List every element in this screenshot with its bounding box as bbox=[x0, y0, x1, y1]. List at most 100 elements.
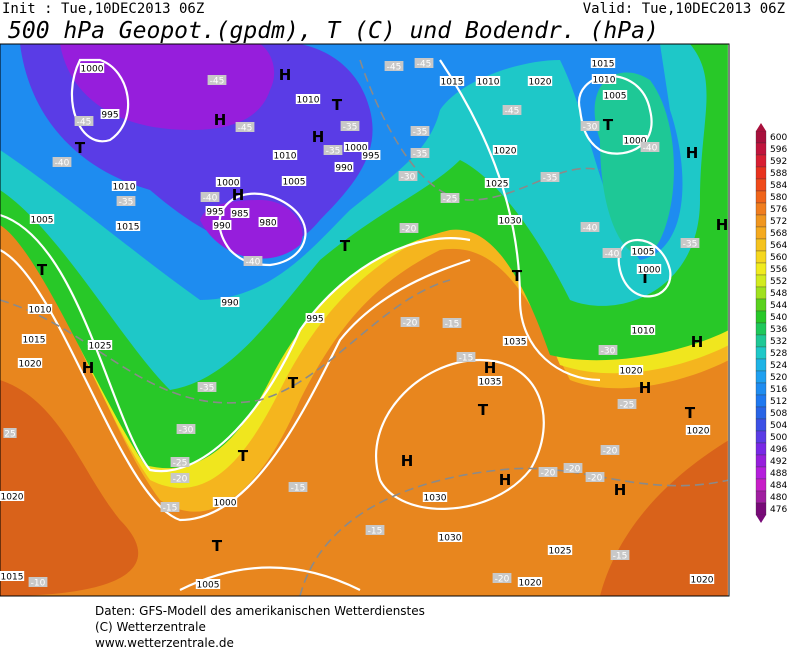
pressure-label-box bbox=[361, 150, 381, 160]
temperature-label-box bbox=[243, 256, 263, 266]
colorbar-label: 552 bbox=[770, 277, 787, 287]
pressure-label-box bbox=[630, 246, 656, 256]
temperature-label-box bbox=[400, 317, 420, 327]
low-marker: T bbox=[603, 116, 614, 134]
colorbar-label: 556 bbox=[770, 265, 787, 275]
temperature-label-box bbox=[602, 248, 622, 258]
colorbar-swatch bbox=[755, 202, 767, 216]
temperature-label-box bbox=[502, 105, 522, 115]
pressure-label-box bbox=[475, 76, 501, 86]
temperature-label: -45 bbox=[210, 77, 225, 87]
colorbar-swatch bbox=[755, 298, 767, 312]
temperature-label: -35 bbox=[413, 150, 428, 160]
init-time: Init : Tue,10DEC2013 06Z bbox=[2, 1, 204, 17]
colorbar-label: 596 bbox=[770, 145, 787, 155]
colorbar-swatch bbox=[755, 238, 767, 252]
pressure-label: 1010 bbox=[29, 306, 52, 316]
pressure-label-box bbox=[590, 58, 616, 68]
pressure-label: 1025 bbox=[549, 547, 572, 557]
temperature-label: -40 bbox=[643, 144, 658, 154]
colorbar-swatch bbox=[755, 310, 767, 324]
colorbar-swatch bbox=[755, 490, 767, 504]
pressure-label-box bbox=[622, 135, 648, 145]
temperature-label: -35 bbox=[543, 174, 558, 184]
colorbar-label: 584 bbox=[770, 181, 787, 191]
colorbar-label: 560 bbox=[770, 253, 787, 263]
footer-line: (C) Wetterzentrale bbox=[95, 620, 206, 634]
low-marker: T bbox=[288, 374, 299, 392]
temperature-label: -35 bbox=[413, 128, 428, 138]
low-marker: T bbox=[685, 404, 696, 422]
temperature-label: -30 bbox=[601, 347, 616, 357]
pressure-label-box bbox=[602, 90, 628, 100]
temperature-label: -15 bbox=[613, 552, 628, 562]
temperature-label-box bbox=[160, 502, 180, 512]
pressure-label: 1005 bbox=[31, 216, 54, 226]
colorbar-swatch bbox=[755, 466, 767, 480]
high-marker: H bbox=[279, 66, 292, 84]
pressure-label-box bbox=[295, 94, 321, 104]
low-marker: T bbox=[332, 96, 343, 114]
colorbar-swatch bbox=[755, 142, 767, 156]
temperature-label: -45 bbox=[238, 124, 253, 134]
pressure-label: 1010 bbox=[632, 327, 655, 337]
temperature-label: -20 bbox=[495, 575, 510, 585]
low-marker: T bbox=[37, 261, 48, 279]
colorbar-label: 484 bbox=[770, 481, 787, 491]
temperature-label: -45 bbox=[505, 107, 520, 117]
temperature-label-box bbox=[640, 142, 660, 152]
colorbar-swatch bbox=[755, 442, 767, 456]
pressure-label-box bbox=[87, 340, 113, 350]
colorbar-swatch bbox=[755, 274, 767, 288]
temperature-label-box bbox=[170, 457, 190, 467]
colorbar-label: 480 bbox=[770, 493, 787, 503]
colorbar-label: 548 bbox=[770, 289, 787, 299]
temperature-label: -20 bbox=[403, 319, 418, 329]
temperature-label: -45 bbox=[387, 63, 402, 73]
colorbar-swatch bbox=[755, 322, 767, 336]
colorbar-swatch bbox=[755, 430, 767, 444]
pressure-label-box bbox=[492, 145, 518, 155]
temperature-label-box bbox=[563, 463, 583, 473]
colorbar-label: 512 bbox=[770, 397, 787, 407]
colorbar-swatch bbox=[755, 250, 767, 264]
footer-line: www.wetterzentrale.de bbox=[95, 636, 234, 648]
colorbar-label: 516 bbox=[770, 385, 787, 395]
pressure-label: 1015 bbox=[592, 60, 615, 70]
temperature-label-box bbox=[52, 157, 72, 167]
pressure-label: 1005 bbox=[604, 92, 627, 102]
temperature-label: -45 bbox=[77, 118, 92, 128]
temperature-label: -25 bbox=[443, 195, 458, 205]
high-marker: H bbox=[312, 128, 325, 146]
temperature-label: -35 bbox=[119, 198, 134, 208]
pressure-label-box bbox=[281, 176, 307, 186]
pressure-label-box bbox=[477, 376, 503, 386]
colorbar-swatch bbox=[755, 346, 767, 360]
temperature-label-box bbox=[598, 345, 618, 355]
pressure-label: 1010 bbox=[297, 96, 320, 106]
colorbar-swatch bbox=[755, 394, 767, 408]
colorbar-swatch bbox=[755, 358, 767, 372]
pressure-label-box bbox=[630, 325, 656, 335]
temperature-label-box bbox=[200, 192, 220, 202]
colorbar-label: 508 bbox=[770, 409, 787, 419]
pressure-label-box bbox=[502, 336, 528, 346]
colorbar-swatch bbox=[755, 190, 767, 204]
pressure-label: 1030 bbox=[424, 494, 447, 504]
pressure-label: 1015 bbox=[23, 336, 46, 346]
temperature-label: -40 bbox=[203, 194, 218, 204]
low-marker: T bbox=[640, 269, 651, 287]
pressure-label: 1020 bbox=[687, 427, 710, 437]
temperature-label: -35 bbox=[683, 240, 698, 250]
pressure-label: 1015 bbox=[1, 573, 24, 583]
pressure-label: 1010 bbox=[593, 76, 616, 86]
pressure-label-box bbox=[115, 221, 141, 231]
temperature-label: -25 bbox=[173, 459, 188, 469]
high-marker: H bbox=[686, 144, 699, 162]
colorbar: 600 596 592 588 584 580 576 572 568 564 560 556 552 5… bbox=[755, 123, 787, 523]
low-marker: T bbox=[212, 537, 223, 555]
pressure-label: 990 bbox=[221, 299, 238, 309]
map-title: 500 hPa Geopot.(gpdm), T (C) und Bodendr… bbox=[8, 18, 659, 44]
pressure-label: 1035 bbox=[504, 338, 527, 348]
